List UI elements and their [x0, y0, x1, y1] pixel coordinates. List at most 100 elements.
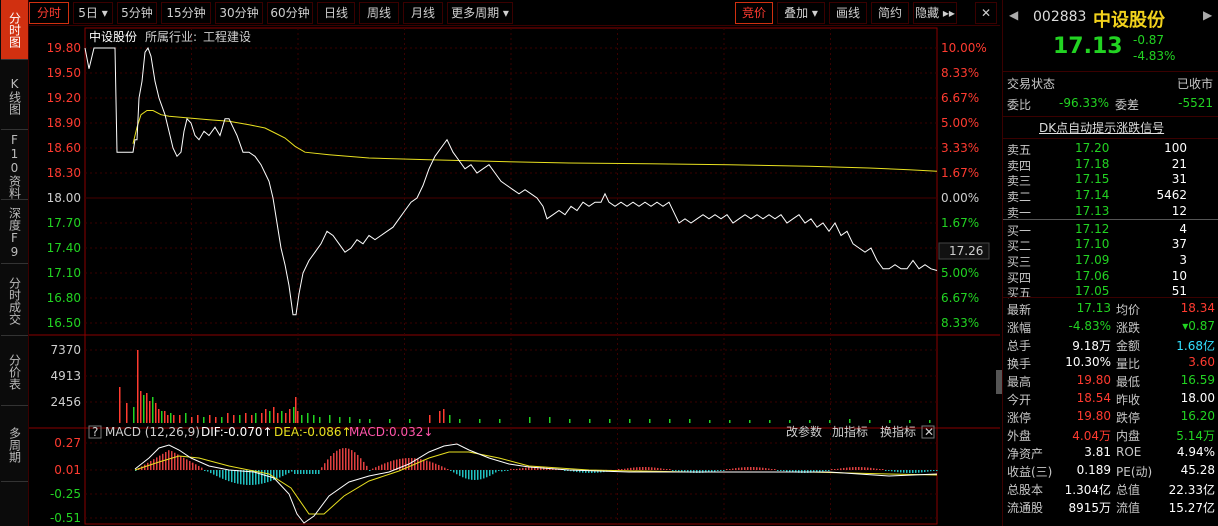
next-stock-icon[interactable]: ▶	[1203, 8, 1213, 22]
macd-bar	[639, 467, 641, 470]
tab-timeshare-trades[interactable]: 分时成交	[1, 266, 28, 336]
macd-bar	[150, 461, 152, 470]
macd-bar	[264, 470, 266, 483]
macd-bar	[669, 469, 671, 470]
toolbar-right-button-2[interactable]: 画线	[829, 2, 867, 24]
macd-bar	[210, 470, 212, 474]
price-tick-label: 18.00	[47, 191, 81, 205]
macd-bar	[417, 458, 419, 470]
macd-bar	[207, 470, 209, 472]
stat-value: 19.80	[1076, 409, 1111, 423]
volume-bar	[649, 419, 651, 423]
prev-stock-icon[interactable]: ◀	[1009, 8, 1019, 22]
price-tick-label: 18.60	[47, 141, 81, 155]
macd-bar	[216, 470, 218, 477]
macd-tick-label: -0.25	[50, 487, 81, 501]
stat-value: 0.189	[1076, 463, 1111, 477]
stat-label: 涨停	[1007, 411, 1032, 425]
macd-close-icon[interactable]: ✕	[924, 425, 934, 439]
price-tick-label: 17.70	[47, 216, 81, 230]
timeshare-chart[interactable]: 19.80 10.00% 19.50 8.33% 19.20 6.67% 18.90 5.00…	[29, 26, 1000, 526]
macd-button-0[interactable]: 改参数	[786, 424, 822, 439]
volume-bar	[499, 419, 501, 423]
period-button-3[interactable]: 15分钟	[161, 2, 211, 24]
bid-row[interactable]: 买四 17.06 10	[1003, 269, 1218, 285]
volume-bar	[245, 413, 247, 423]
volume-bar	[197, 415, 199, 423]
stat-label: 流通股	[1007, 501, 1044, 515]
macd-bar	[684, 470, 686, 473]
stat-value: 5.14万	[1176, 429, 1215, 443]
tab-timeshare[interactable]: 分时图	[1, 0, 28, 60]
volume-tick-label: 2456	[50, 395, 81, 409]
order-level-label: 卖三	[1007, 174, 1032, 189]
ask-row[interactable]: 卖五 17.20 100	[1003, 141, 1218, 157]
macd-bar	[807, 470, 809, 473]
macd-bar	[930, 470, 932, 472]
macd-bar	[261, 470, 263, 484]
panel-splitter-handle[interactable]	[996, 370, 1002, 394]
macd-bar	[633, 467, 635, 470]
macd-bar	[681, 470, 683, 472]
macd-bar	[741, 467, 743, 470]
macd-bar	[297, 470, 299, 474]
macd-button-2[interactable]: 换指标	[880, 424, 916, 439]
dk-signal-link[interactable]: DK点自动提示涨跌信号	[1039, 121, 1165, 135]
macd-bar	[525, 467, 527, 470]
stat-value: 22.33亿	[1168, 483, 1215, 497]
stat-value: 16.20	[1180, 409, 1215, 423]
macd-bar	[318, 470, 320, 474]
pct-tick-label: 1.67%	[941, 166, 979, 180]
ask-row[interactable]: 卖一 17.13 12	[1003, 204, 1218, 220]
period-button-8[interactable]: 月线	[403, 2, 443, 24]
ask-row[interactable]: 卖四 17.18 21	[1003, 157, 1218, 173]
macd-bar	[774, 469, 776, 470]
period-button-0[interactable]: 分时	[29, 2, 69, 24]
macd-button-1[interactable]: 加指标	[832, 424, 868, 439]
stat-label: 金额	[1116, 339, 1141, 353]
ask-row[interactable]: 卖二 17.14 5462	[1003, 188, 1218, 204]
pct-tick-label: 8.33%	[941, 316, 979, 330]
bid-row[interactable]: 买三 17.09 3	[1003, 253, 1218, 269]
volume-bar	[269, 411, 271, 423]
volume-bar	[313, 415, 315, 423]
period-button-6[interactable]: 日线	[317, 2, 355, 24]
tab-multi-period[interactable]: 多周期	[1, 408, 28, 482]
bid-row[interactable]: 买二 17.10 37	[1003, 237, 1218, 253]
close-icon[interactable]: ✕	[975, 2, 997, 24]
macd-bar	[540, 467, 542, 470]
bid-row[interactable]: 买一 17.12 4	[1003, 222, 1218, 238]
tab-depth[interactable]: 深度F9	[1, 202, 28, 264]
macd-bar	[444, 467, 446, 470]
bid-row[interactable]: 买五 17.05 51	[1003, 284, 1218, 300]
price-tick-label: 17.40	[47, 241, 81, 255]
toolbar-right-button-4[interactable]: 隐藏 ▸▸	[913, 2, 957, 24]
volume-bar	[185, 413, 187, 423]
ask-row[interactable]: 卖三 17.15 31	[1003, 172, 1218, 188]
period-button-9[interactable]: 更多周期 ▾	[447, 2, 513, 24]
tab-f10[interactable]: F10资料	[1, 132, 28, 200]
stat-value: 15.27亿	[1168, 501, 1215, 515]
toolbar-right-button-1[interactable]: 叠加 ▾	[777, 2, 825, 24]
tab-price-table[interactable]: 分价表	[1, 338, 28, 406]
macd-bar	[249, 470, 251, 485]
volume-bar	[609, 419, 611, 423]
chart-lines	[84, 46, 938, 524]
volume-bar	[203, 417, 205, 423]
macd-bar	[765, 468, 767, 470]
macd-bar	[864, 467, 866, 470]
period-button-4[interactable]: 30分钟	[215, 2, 263, 24]
volume-bar	[443, 409, 445, 423]
tab-kline[interactable]: K线图	[1, 62, 28, 130]
macd-bar	[783, 470, 785, 472]
toolbar-right-button-3[interactable]: 简约	[871, 2, 909, 24]
stat-row: 总股本 1.304亿 总值 22.33亿	[1003, 481, 1218, 499]
toolbar-right-button-0[interactable]: 竞价	[735, 2, 773, 24]
macd-bar	[891, 470, 893, 472]
pct-tick-label: 6.67%	[941, 291, 979, 305]
period-button-5[interactable]: 60分钟	[267, 2, 313, 24]
pct-tick-label: 0.00%	[941, 191, 979, 205]
period-button-1[interactable]: 5日 ▾	[73, 2, 113, 24]
period-button-7[interactable]: 周线	[359, 2, 399, 24]
period-button-2[interactable]: 5分钟	[117, 2, 157, 24]
